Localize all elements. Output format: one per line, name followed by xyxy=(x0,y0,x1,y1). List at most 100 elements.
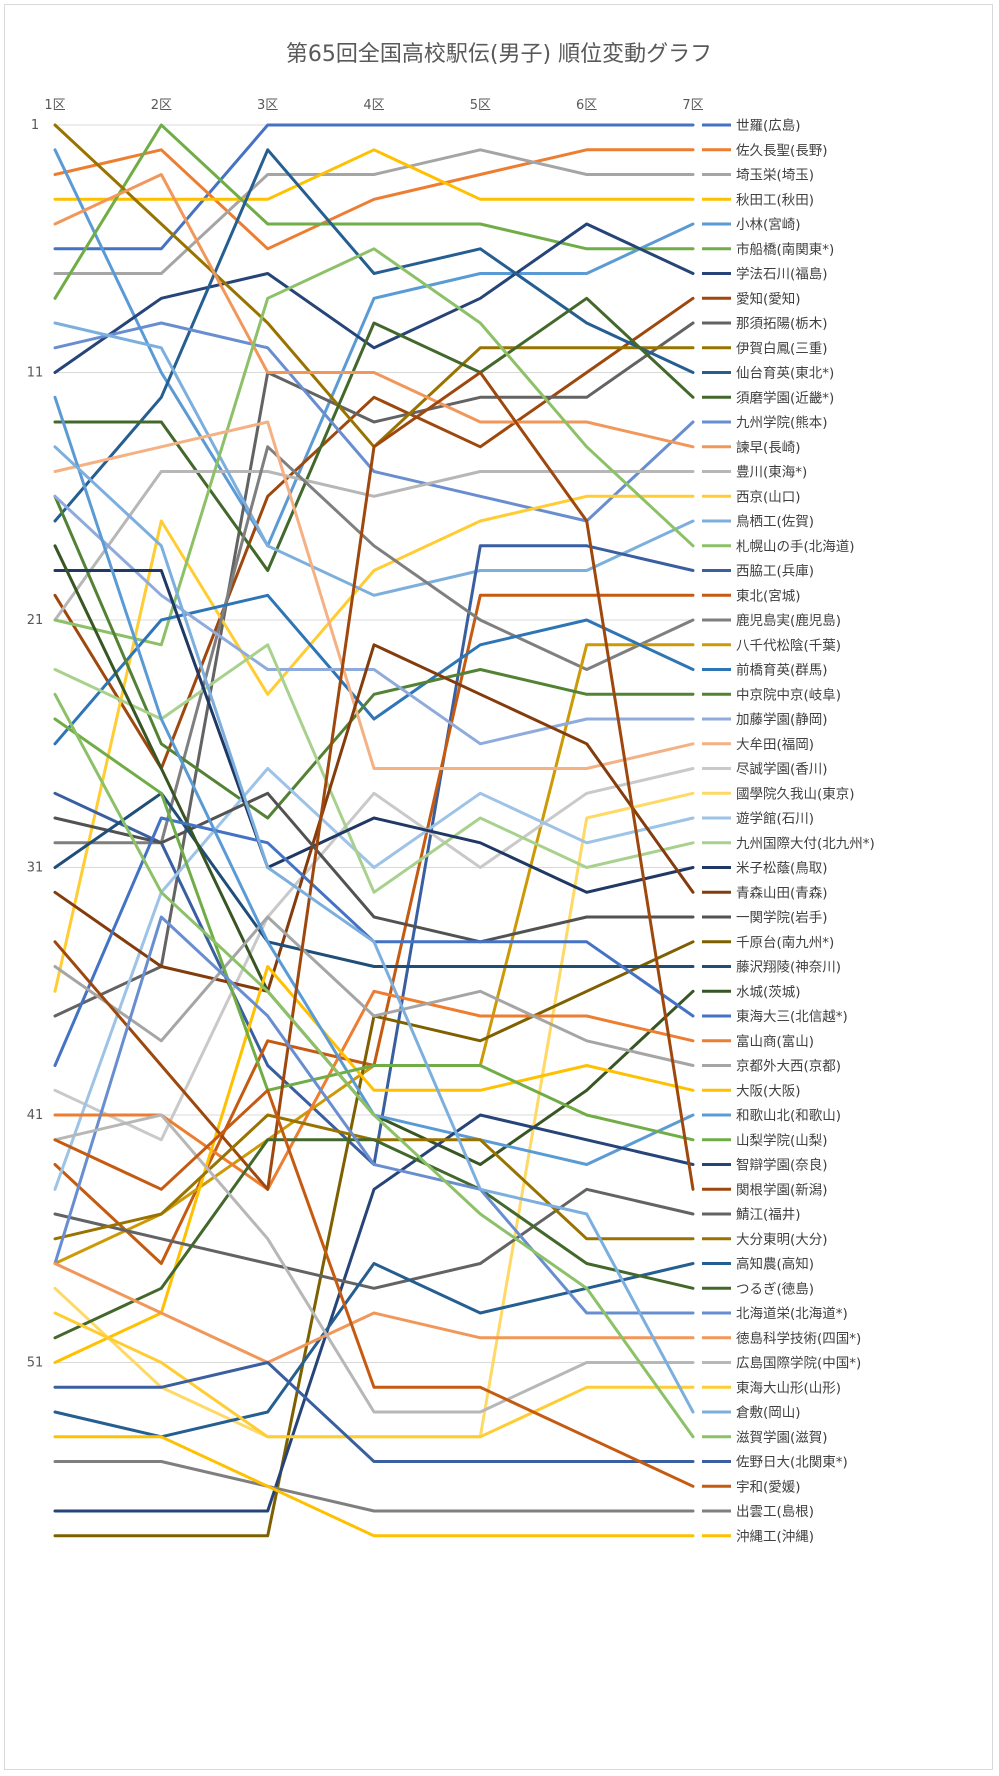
legend-label: 鯖江(福井) xyxy=(736,1207,801,1223)
legend-label: 札幌山の手(北海道) xyxy=(736,539,855,555)
legend-label: 豊川(東海*) xyxy=(736,465,807,481)
series-line xyxy=(53,544,695,1166)
legend-label: 尽誠学園(香川) xyxy=(736,762,828,778)
x-tick-labels: 1区 2区 3区 4区 5区 6区 7区 xyxy=(44,98,703,113)
y-tick-label: 1 xyxy=(31,118,39,133)
legend-label: 沖縄工(沖縄) xyxy=(736,1529,814,1545)
series-line xyxy=(53,470,695,622)
series-line xyxy=(53,767,695,1191)
legend-label: 西京(山口) xyxy=(736,489,801,505)
series-line xyxy=(53,593,695,746)
x-tick-label: 2区 xyxy=(151,98,172,113)
legend-label: 國學院久我山(東京) xyxy=(736,786,855,802)
legend-label: 青森山田(青森) xyxy=(736,885,828,901)
legend-label: 鹿児島実(鹿児島) xyxy=(736,612,841,629)
series-line xyxy=(53,569,695,894)
legend-label: 一関学院(岩手) xyxy=(736,910,828,926)
legend-label: 仙台育英(東北*) xyxy=(736,365,834,382)
series-line xyxy=(53,148,695,548)
series-line xyxy=(53,692,695,1439)
legend-label: 広島国際学院(中国*) xyxy=(736,1356,861,1372)
legend-label: 愛知(愛知) xyxy=(736,290,801,307)
legend-label: 出雲工(島根) xyxy=(736,1504,814,1520)
legend-label: 京都外大西(京都) xyxy=(736,1059,841,1075)
series-line xyxy=(53,915,695,1315)
series-line xyxy=(53,1460,695,1513)
series-line xyxy=(53,1187,695,1290)
series-line xyxy=(53,148,695,275)
series-line xyxy=(53,123,695,251)
legend-label: 埼玉栄(埼玉) xyxy=(736,168,814,184)
series-line xyxy=(53,445,695,1414)
legend-label: 諫早(長崎) xyxy=(736,440,801,456)
series-line xyxy=(53,371,695,1191)
legend-label: 小林(宮崎) xyxy=(736,217,801,233)
series-line xyxy=(53,1361,695,1463)
series-line xyxy=(53,247,695,647)
legend-label: 倉敷(岡山) xyxy=(736,1405,801,1421)
y-tick-label: 31 xyxy=(27,861,44,876)
y-tick-label: 51 xyxy=(27,1356,44,1371)
series-line xyxy=(53,915,695,1067)
legend-label: 那須拓陽(栃木) xyxy=(736,316,828,332)
series-line xyxy=(53,1113,695,1414)
legend-label: 鳥栖工(佐賀) xyxy=(736,514,814,530)
legend-label: 九州学院(熊本) xyxy=(736,415,828,431)
series-line xyxy=(53,1262,695,1364)
legend-label: 滋賀学園(滋賀) xyxy=(736,1430,828,1446)
legend-label: 西脇工(兵庫) xyxy=(736,564,814,580)
series-line xyxy=(53,1138,695,1340)
legend-label: 東海大山形(山形) xyxy=(736,1380,841,1396)
series-line xyxy=(53,544,695,1166)
series-lines xyxy=(53,123,695,1538)
legend-label: 九州国際大付(北九州*) xyxy=(736,836,875,852)
series-line xyxy=(53,791,695,944)
legend-label: 学法石川(福島) xyxy=(736,267,828,283)
series-line xyxy=(53,123,695,300)
y-tick-label: 41 xyxy=(27,1108,44,1123)
legend-label: 和歌山北(和歌山) xyxy=(736,1108,841,1124)
legend-label: 千原台(南九州*) xyxy=(736,935,834,951)
series-line xyxy=(53,296,695,572)
legend-label: 加藤学園(静岡) xyxy=(736,712,828,728)
legend-label: 中京院中京(岐阜) xyxy=(736,686,841,703)
legend-label: 佐久長聖(長野) xyxy=(736,143,828,159)
series-line xyxy=(53,717,695,1142)
legend-label: 徳島科学技術(四国*) xyxy=(736,1331,861,1347)
legend-label: 秋田工(秋田) xyxy=(736,192,814,208)
x-tick-label: 1区 xyxy=(44,98,65,113)
y-tick-label: 11 xyxy=(27,366,44,381)
legend-label: 高知農(高知) xyxy=(736,1256,814,1273)
x-tick-label: 7区 xyxy=(682,98,703,113)
x-tick-label: 4区 xyxy=(363,98,384,113)
legend-label: 東北(宮城) xyxy=(736,588,801,604)
series-line xyxy=(53,420,695,770)
x-tick-label: 3区 xyxy=(257,98,278,113)
chart-svg: 第65回全国高校駅伝(男子) 順位変動グラフ 1区 2区 3区 4区 5区 6区 7区 11… xyxy=(27,42,875,1545)
series-line xyxy=(53,494,695,993)
series-line xyxy=(53,296,695,770)
legend-label: 北海道栄(北海道*) xyxy=(736,1306,848,1322)
series-line xyxy=(53,321,695,597)
series-line xyxy=(53,1088,695,1488)
legend-label: 須磨学園(近畿*) xyxy=(736,390,834,406)
series-line xyxy=(53,222,695,374)
legend-label: 遊学館(石川) xyxy=(736,811,814,827)
legend-label: 水城(茨城) xyxy=(736,984,801,1000)
legend-label: 東海大三(北信越*) xyxy=(736,1009,848,1025)
legend-label: 宇和(愛媛) xyxy=(736,1479,801,1495)
legend-label: 市船橋(南関東*) xyxy=(736,241,834,258)
y-tick-label: 21 xyxy=(27,613,44,628)
series-line xyxy=(53,643,695,993)
series-line xyxy=(53,1435,695,1538)
series-line xyxy=(53,173,695,449)
legend-label: 伊賀白鳳(三重) xyxy=(736,341,828,357)
legend-label: 前橋育英(群馬) xyxy=(736,662,828,679)
series-line xyxy=(53,1113,695,1513)
legend-label: 米子松蔭(鳥取) xyxy=(736,861,828,877)
series-line xyxy=(53,148,695,201)
legend-label: 八千代松陰(千葉) xyxy=(736,638,841,654)
series-line xyxy=(53,148,695,251)
